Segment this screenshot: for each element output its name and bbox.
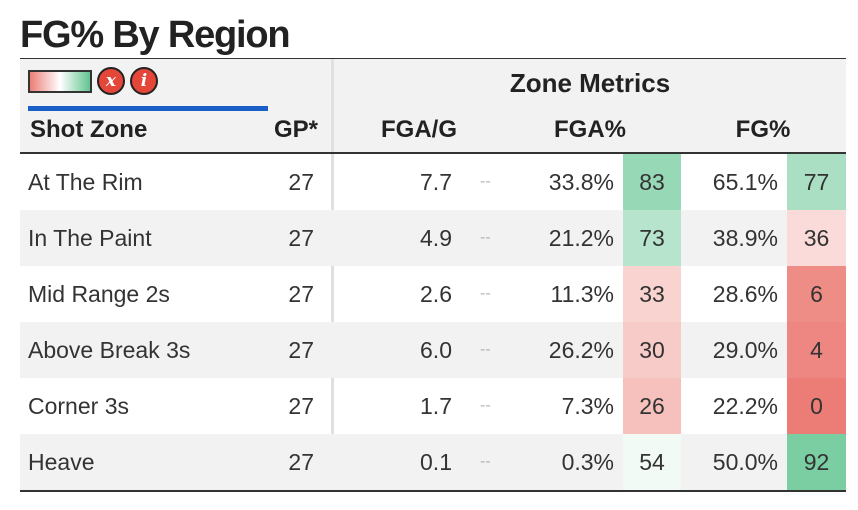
fga-pct-rank: 73: [623, 210, 681, 266]
fg-pct-rank: 92: [787, 434, 846, 490]
games-played: 27: [288, 281, 314, 307]
fg-pct-value: 50.0%: [712, 449, 778, 475]
fga-per-game-header[interactable]: FGA/G: [381, 116, 457, 143]
fga-per-game: 7.7: [420, 169, 452, 195]
games-played: 27: [288, 393, 314, 419]
fga-pct-value: 21.2%: [548, 225, 614, 251]
rank-placeholder: --: [480, 285, 491, 302]
games-played: 27: [288, 449, 314, 475]
rank-placeholder: --: [480, 173, 491, 190]
zone-name: Heave: [28, 449, 95, 475]
top-rule: [20, 58, 846, 59]
games-played: 27: [288, 337, 314, 363]
color-scale-legend[interactable]: [28, 69, 92, 93]
fg-pct-rank: 4: [787, 322, 846, 378]
fg-pct-value: 22.2%: [712, 393, 778, 419]
zone-metrics-header: Zone Metrics: [509, 68, 671, 98]
fga-per-game: 6.0: [420, 337, 452, 363]
fg-pct-value: 29.0%: [712, 337, 778, 363]
fg-pct-rank: 77: [787, 154, 846, 210]
table-row[interactable]: At The Rim 27 7.7 -- 33.8% 83 65.1% 77: [20, 154, 846, 210]
shot-zone-header[interactable]: Shot Zone: [30, 116, 148, 143]
fg-pct-value: 38.9%: [712, 225, 778, 251]
table-row[interactable]: Above Break 3s 27 6.0 -- 26.2% 30 29.0% 4: [20, 322, 846, 378]
zone-name: In The Paint: [28, 225, 152, 251]
fga-per-game: 1.7: [420, 393, 452, 419]
fga-pct-rank: 54: [623, 434, 681, 490]
fga-per-game: 4.9: [420, 225, 452, 251]
fga-pct-rank: 30: [623, 322, 681, 378]
fga-pct-rank: 33: [623, 266, 681, 322]
fg-pct-rank: 36: [787, 210, 846, 266]
table-row[interactable]: In The Paint 27 4.9 -- 21.2% 73 38.9% 36: [20, 210, 846, 266]
table-row[interactable]: Heave 27 0.1 -- 0.3% 54 50.0% 92: [20, 434, 846, 490]
zone-name: Mid Range 2s: [28, 281, 170, 307]
fga-per-game: 0.1: [420, 449, 452, 475]
clear-icon[interactable]: x: [97, 67, 125, 95]
bottom-rule: [20, 490, 846, 492]
rank-placeholder: --: [480, 453, 491, 470]
header-rule: [20, 152, 846, 154]
fg-pct-rank: 0: [787, 378, 846, 434]
fg-pct-value: 28.6%: [712, 281, 778, 307]
fg-pct-rank: 6: [787, 266, 846, 322]
zone-name: At The Rim: [28, 169, 143, 195]
rank-placeholder: --: [480, 397, 491, 414]
fg-pct-value: 65.1%: [712, 169, 778, 195]
fga-pct-value: 0.3%: [561, 449, 614, 475]
column-divider: [331, 59, 334, 492]
table-controls: x i: [28, 66, 158, 96]
fga-pct-value: 26.2%: [548, 337, 614, 363]
page-title: FG% By Region: [20, 14, 291, 56]
rank-placeholder: --: [480, 341, 491, 358]
fga-pct-rank: 26: [623, 378, 681, 434]
rank-placeholder: --: [480, 229, 491, 246]
table-row[interactable]: Corner 3s 27 1.7 -- 7.3% 26 22.2% 0: [20, 378, 846, 434]
zone-name: Corner 3s: [28, 393, 129, 419]
games-played: 27: [288, 169, 314, 195]
fga-pct-rank: 83: [623, 154, 681, 210]
fga-pct-value: 7.3%: [561, 393, 614, 419]
fga-pct-header[interactable]: FGA%: [554, 116, 626, 143]
fga-per-game: 2.6: [420, 281, 452, 307]
table-row[interactable]: Mid Range 2s 27 2.6 -- 11.3% 33 28.6% 6: [20, 266, 846, 322]
fg-pct-header[interactable]: FG%: [735, 116, 791, 143]
gp-header[interactable]: GP*: [274, 116, 319, 143]
games-played: 27: [288, 225, 314, 251]
fga-pct-value: 11.3%: [550, 281, 614, 307]
fga-pct-value: 33.8%: [548, 169, 614, 195]
info-icon[interactable]: i: [130, 67, 158, 95]
active-tab-indicator: [28, 106, 268, 111]
zone-name: Above Break 3s: [28, 337, 191, 363]
